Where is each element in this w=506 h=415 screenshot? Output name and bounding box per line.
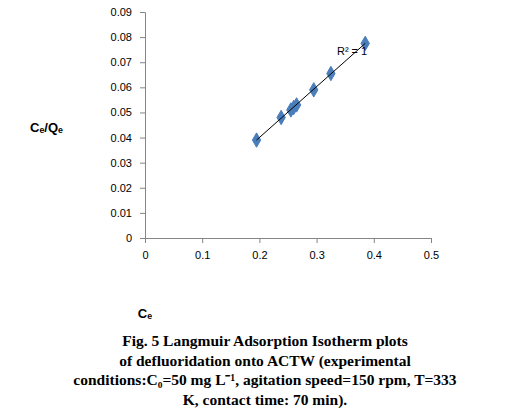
y-tick: 0.05 xyxy=(111,106,145,118)
y-tick-mark xyxy=(140,12,145,13)
y-tick-label: 0.04 xyxy=(111,132,132,144)
x-tick-label: 0 xyxy=(142,249,148,261)
y-tick-label: 0.08 xyxy=(111,31,132,43)
y-tick-label: 0.06 xyxy=(111,81,132,93)
x-axis-line xyxy=(146,239,432,244)
x-tick-label: 0.2 xyxy=(252,249,267,261)
x-tick-mark xyxy=(317,238,318,243)
y-axis-line xyxy=(140,13,146,239)
x-tick-mark xyxy=(259,238,260,243)
x-tick: 0.1 xyxy=(195,238,210,261)
y-tick-mark xyxy=(140,87,145,88)
plot-area xyxy=(252,36,369,147)
x-tick-label: 0.4 xyxy=(367,249,382,261)
y-axis: 0 0.01 0.02 0.03 0.04 0.05 0.06 0.07 0.08 0.09 xyxy=(111,6,146,244)
x-axis: 0 0.1 0.2 0.3 0.4 0.5 xyxy=(142,238,439,261)
y-tick: 0.02 xyxy=(111,182,145,194)
x-tick-label: 0.1 xyxy=(195,249,210,261)
y-axis-title: Cₑ/Qₑ xyxy=(30,120,63,135)
caption-text: K, contact time: 70 min). xyxy=(183,391,348,409)
y-tick-mark xyxy=(140,163,145,164)
y-tick-label: 0.07 xyxy=(111,56,132,68)
caption-text: conditions:C₀=50 mg L⁻¹, agitation speed… xyxy=(73,371,457,388)
chart-container: 0 0.1 0.2 0.3 0.4 0.5 0 0.01 0.02 0.03 0.04 0.05 0.0… xyxy=(0,0,506,415)
y-tick: 0.04 xyxy=(111,132,145,144)
x-tick: 0.5 xyxy=(424,238,439,261)
y-tick: 0.01 xyxy=(111,207,145,219)
annotation: R² = 1 xyxy=(337,45,367,57)
y-tick-mark xyxy=(140,112,145,113)
y-tick: 0.09 xyxy=(111,6,145,18)
caption-line: K, contact time: 70 min). xyxy=(183,391,348,409)
chart-svg: 0 0.1 0.2 0.3 0.4 0.5 0 0.01 0.02 0.03 0.04 0.05 0.0… xyxy=(0,0,506,415)
x-axis-title: Cₑ xyxy=(138,306,152,321)
caption-line: Fig. 5 Langmuir Adsorption Isotherm plot… xyxy=(122,332,408,349)
caption-text: Langmuir Adsorption Isotherm plots xyxy=(163,332,408,349)
caption-line: of defluoridation onto ACTW (experimenta… xyxy=(119,352,411,370)
y-tick: 0.08 xyxy=(111,31,145,43)
caption-line: conditions:C₀=50 mg L⁻¹, agitation speed… xyxy=(73,371,457,388)
y-tick-mark xyxy=(140,238,145,239)
x-tick-mark xyxy=(431,238,432,243)
y-tick: 0.03 xyxy=(111,157,145,169)
y-tick-label: 0.05 xyxy=(111,106,132,118)
x-tick: 0.4 xyxy=(367,238,382,261)
x-tick-mark xyxy=(374,238,375,243)
x-tick: 0.3 xyxy=(309,238,324,261)
caption-label: Fig. 5 xyxy=(122,332,159,349)
y-tick-mark xyxy=(140,62,145,63)
x-tick-label: 0.5 xyxy=(424,249,439,261)
x-tick: 0 xyxy=(142,238,148,261)
y-tick-mark xyxy=(140,213,145,214)
y-tick-label: 0.02 xyxy=(111,182,132,194)
x-tick-label: 0.3 xyxy=(309,249,324,261)
y-tick-label: 0.03 xyxy=(111,157,132,169)
y-tick: 0.06 xyxy=(111,81,145,93)
y-tick-label: 0.09 xyxy=(111,6,132,18)
y-tick-label: 0.01 xyxy=(111,207,132,219)
x-tick: 0.2 xyxy=(252,238,267,261)
y-tick-label: 0 xyxy=(126,232,132,244)
y-tick: 0.07 xyxy=(111,56,145,68)
data-point xyxy=(277,110,285,124)
y-tick-mark xyxy=(140,188,145,189)
y-tick-mark xyxy=(140,138,145,139)
x-tick-mark xyxy=(202,238,203,243)
y-tick: 0 xyxy=(126,232,145,244)
caption-text: of defluoridation onto ACTW (experimenta… xyxy=(119,352,411,370)
caption: Fig. 5 Langmuir Adsorption Isotherm plot… xyxy=(73,332,457,409)
trend-line xyxy=(257,43,366,140)
y-tick-mark xyxy=(140,37,145,38)
